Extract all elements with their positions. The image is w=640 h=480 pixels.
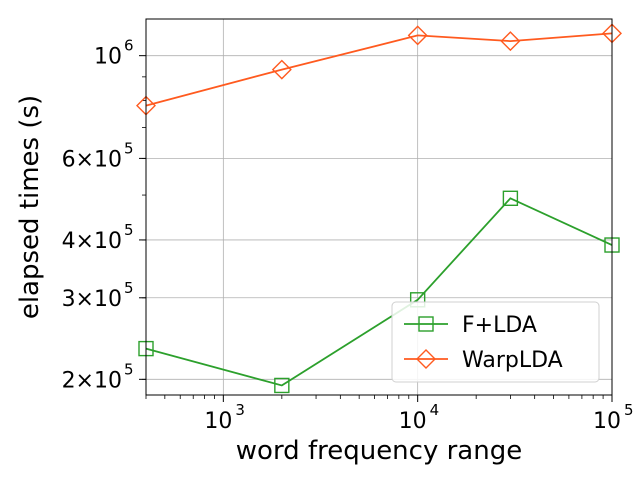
plot-frame bbox=[145, 18, 613, 396]
y-tick-mantissa: 6× bbox=[62, 147, 94, 172]
data-point bbox=[500, 31, 521, 52]
y-tick-label: 2×10 bbox=[62, 368, 122, 393]
y-tick-exponent: 6 bbox=[124, 37, 134, 55]
y-tick-mantissa: 4× bbox=[62, 229, 94, 254]
y-tick-base: 10 bbox=[94, 45, 122, 70]
legend-label: WarpLDA bbox=[462, 348, 563, 373]
x-tick-label: 10 bbox=[593, 409, 621, 434]
legend-label: F+LDA bbox=[462, 313, 537, 338]
y-tick-exponent: 5 bbox=[124, 279, 134, 297]
data-point bbox=[407, 25, 428, 46]
y-tick-exponent: 5 bbox=[124, 139, 134, 157]
series-line bbox=[145, 32, 613, 107]
y-tick-base: 10 bbox=[94, 147, 122, 172]
data-point bbox=[274, 377, 290, 394]
y-tick-base: 10 bbox=[94, 229, 122, 254]
x-tick-label: 10 bbox=[204, 409, 232, 434]
legend-box bbox=[391, 301, 600, 383]
y-tick-label: 4×10 bbox=[62, 229, 122, 254]
legend: F+LDA WarpLDA bbox=[391, 301, 600, 383]
y-tick-exponent: 5 bbox=[124, 221, 134, 239]
y-tick-label: 10 bbox=[94, 45, 122, 70]
y-axis-label: elapsed times (s) bbox=[15, 95, 45, 319]
y-tick-label: 6×10 bbox=[62, 147, 122, 172]
legend-item: WarpLDA bbox=[404, 348, 563, 373]
x-tick-label: 10 bbox=[399, 409, 427, 434]
x-tick-exponent: 4 bbox=[430, 401, 440, 419]
data-point bbox=[502, 190, 519, 206]
y-tick-label: 3×10 bbox=[62, 287, 122, 312]
y-tick-base: 10 bbox=[94, 287, 122, 312]
legend-marker bbox=[416, 349, 436, 369]
x-axis-ticks: 10 3 10 4 10 5 bbox=[204, 395, 634, 434]
data-point bbox=[271, 59, 292, 80]
minor-ticks bbox=[142, 76, 604, 399]
series-layer bbox=[136, 23, 622, 394]
y-tick-base: 10 bbox=[94, 368, 122, 393]
y-tick-mantissa: 2× bbox=[62, 368, 94, 393]
series-line bbox=[145, 197, 613, 387]
y-tick-mantissa: 3× bbox=[62, 287, 94, 312]
x-tick-exponent: 3 bbox=[235, 401, 245, 419]
legend-marker bbox=[418, 316, 434, 332]
legend-item: F+LDA bbox=[404, 313, 537, 338]
x-axis-label: word frequency range bbox=[236, 436, 522, 466]
series-warplda bbox=[136, 23, 622, 116]
x-tick-exponent: 5 bbox=[624, 401, 634, 419]
y-tick-exponent: 5 bbox=[124, 360, 134, 378]
